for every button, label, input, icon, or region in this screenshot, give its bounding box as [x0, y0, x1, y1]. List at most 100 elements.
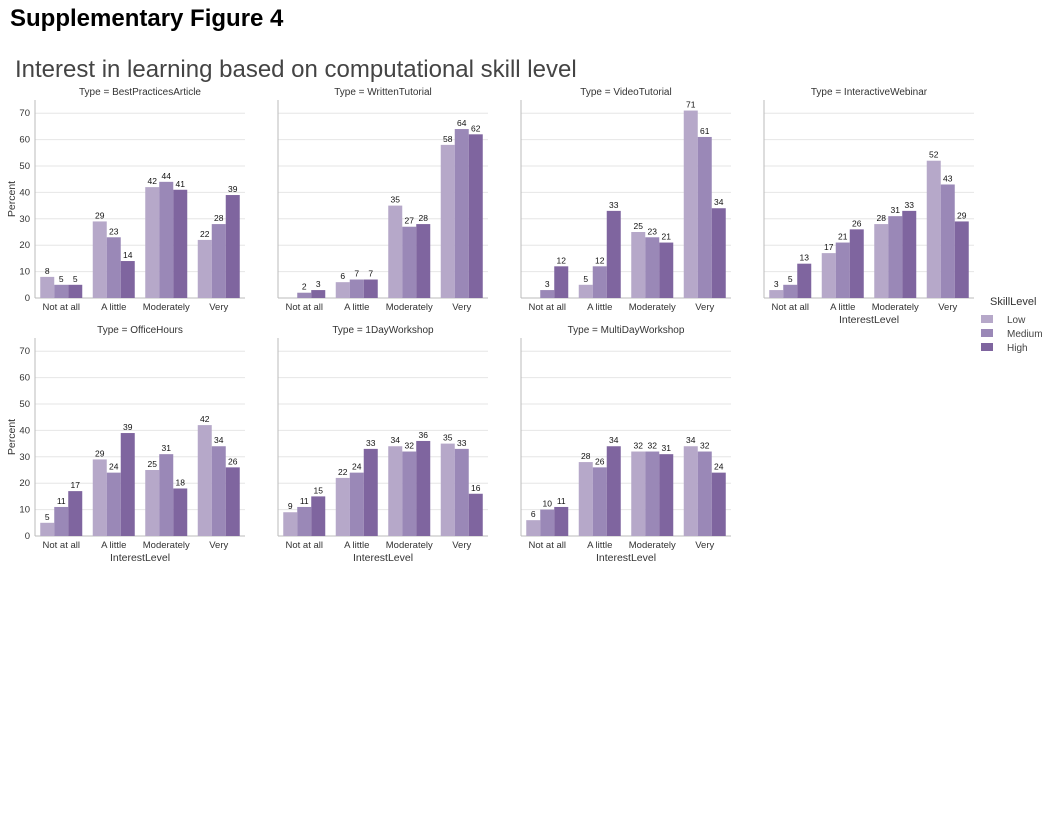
panel-title: Type = VideoTutorial	[580, 87, 671, 98]
x-axis-label: InterestLevel	[353, 552, 413, 564]
bar-value-label: 17	[71, 480, 81, 490]
legend-swatch-high	[981, 343, 993, 351]
bar-low	[440, 144, 455, 298]
bar-medium	[54, 284, 69, 298]
x-tick-label: A little	[101, 302, 126, 313]
bar-low	[631, 232, 646, 298]
bar-medium	[645, 451, 660, 536]
bar-value-label: 3	[774, 279, 779, 289]
bar-value-label: 35	[443, 433, 453, 443]
x-tick-label: Moderately	[629, 302, 676, 313]
y-tick-label: 10	[19, 505, 30, 516]
bar-high	[363, 279, 378, 298]
bar-value-label: 31	[891, 205, 901, 215]
bar-value-label: 14	[123, 250, 133, 260]
bar-value-label: 58	[443, 134, 453, 144]
x-tick-label: Not at all	[772, 302, 810, 313]
x-tick-label: Very	[695, 540, 714, 551]
bar-medium	[349, 472, 364, 536]
legend-entry-low: Low	[1007, 315, 1026, 326]
bar-medium	[159, 181, 174, 298]
bar-medium	[106, 472, 121, 536]
bar-value-label: 34	[714, 197, 724, 207]
x-tick-label: Moderately	[872, 302, 919, 313]
bar-low	[388, 446, 403, 536]
bar-value-label: 12	[595, 255, 605, 265]
bar-value-label: 26	[852, 218, 862, 228]
bar-value-label: 26	[228, 456, 238, 466]
bar-medium	[888, 216, 903, 298]
panel-title: Type = InteractiveWebinar	[811, 87, 928, 98]
bar-value-label: 6	[531, 509, 536, 519]
x-tick-label: Not at all	[43, 540, 81, 551]
bar-medium	[349, 279, 364, 298]
x-tick-label: A little	[101, 540, 126, 551]
bar-value-label: 3	[545, 279, 550, 289]
x-tick-label: Very	[209, 540, 228, 551]
bar-value-label: 32	[634, 441, 644, 451]
y-tick-label: 0	[25, 293, 30, 304]
bar-high	[311, 290, 326, 298]
bar-high	[416, 224, 431, 298]
y-axis-label: Percent	[6, 419, 18, 455]
bar-high	[659, 454, 674, 536]
bar-value-label: 13	[800, 253, 810, 263]
bar-value-label: 11	[557, 496, 566, 506]
x-tick-label: Very	[452, 302, 471, 313]
bar-value-label: 22	[200, 229, 210, 239]
bar-value-label: 28	[877, 213, 887, 223]
bar-low	[335, 477, 350, 536]
panel-title: Type = MultiDayWorkshop	[568, 325, 685, 336]
legend-entry-medium: Medium	[1007, 329, 1043, 340]
y-tick-label: 20	[19, 478, 30, 489]
panel-title: Type = WrittenTutorial	[334, 87, 432, 98]
bar-value-label: 33	[366, 438, 376, 448]
bar-high	[225, 195, 240, 298]
bar-value-label: 42	[200, 414, 210, 424]
bar-low	[683, 110, 698, 298]
bar-value-label: 15	[314, 485, 324, 495]
bar-medium	[540, 509, 555, 536]
bar-high	[711, 472, 726, 536]
bar-value-label: 52	[929, 150, 939, 160]
bar-low	[926, 160, 941, 298]
x-tick-label: Not at all	[43, 302, 81, 313]
bar-medium	[54, 506, 69, 536]
bar-value-label: 5	[45, 512, 50, 522]
bar-value-label: 5	[59, 274, 64, 284]
bar-value-label: 31	[662, 443, 672, 453]
bar-low	[335, 282, 350, 298]
bar-low	[197, 239, 212, 298]
bar-value-label: 32	[700, 441, 710, 451]
bar-medium	[645, 237, 660, 298]
bar-low	[197, 425, 212, 536]
x-tick-label: A little	[587, 302, 612, 313]
bar-value-label: 27	[405, 216, 415, 226]
x-tick-label: Not at all	[529, 540, 567, 551]
bar-value-label: 24	[352, 462, 362, 472]
bar-high	[659, 242, 674, 298]
bar-value-label: 17	[824, 242, 834, 252]
bar-low	[145, 470, 160, 536]
legend-swatch-medium	[981, 329, 993, 337]
x-tick-label: Very	[452, 540, 471, 551]
bar-value-label: 2	[302, 282, 307, 292]
bar-value-label: 61	[700, 126, 710, 136]
y-tick-label: 70	[19, 346, 30, 357]
bar-medium	[940, 184, 955, 298]
bar-low	[283, 512, 298, 536]
bar-low	[769, 290, 784, 298]
bar-high	[68, 491, 83, 536]
x-axis-label: InterestLevel	[596, 552, 656, 564]
bar-medium	[540, 290, 555, 298]
bar-value-label: 42	[148, 176, 158, 186]
bar-high	[554, 506, 569, 536]
x-tick-label: A little	[344, 302, 369, 313]
bar-value-label: 35	[391, 195, 401, 205]
y-tick-label: 10	[19, 267, 30, 278]
y-tick-label: 70	[19, 108, 30, 119]
bar-value-label: 5	[73, 274, 78, 284]
figure-subtitle: Interest in learning based on computatio…	[15, 56, 577, 83]
bar-low	[874, 224, 889, 298]
legend-entry-high: High	[1007, 343, 1028, 354]
